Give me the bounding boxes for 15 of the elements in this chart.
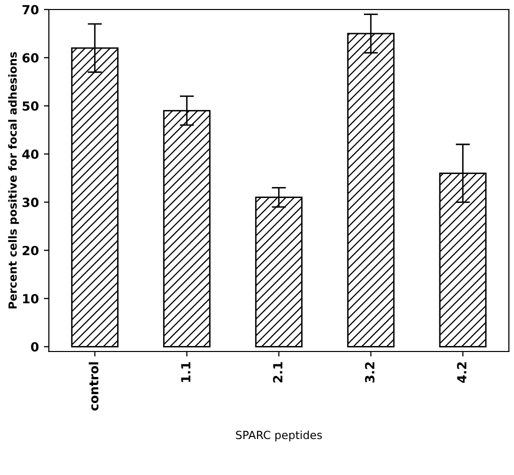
y-tick-label: 20 <box>22 246 39 256</box>
y-tick-label: 50 <box>22 101 39 111</box>
x-axis-title: SPARC peptides <box>236 430 322 442</box>
x-tick-label: 4.2 <box>457 362 466 383</box>
x-tick-label: 3.2 <box>365 362 374 383</box>
y-tick-label: 10 <box>23 294 39 304</box>
y-tick-label: 60 <box>22 53 39 63</box>
x-tick-label: 2.1 <box>273 362 282 382</box>
y-axis-title: Percent cells positive for focal adhesions <box>8 52 19 308</box>
y-tick-label: 0 <box>31 342 39 352</box>
y-tick-label: 70 <box>22 4 39 14</box>
x-tick-label: 1.1 <box>181 362 190 382</box>
y-tick-label: 40 <box>22 149 39 159</box>
x-tick-label: control <box>88 362 98 411</box>
y-tick-label: 30 <box>22 198 39 208</box>
